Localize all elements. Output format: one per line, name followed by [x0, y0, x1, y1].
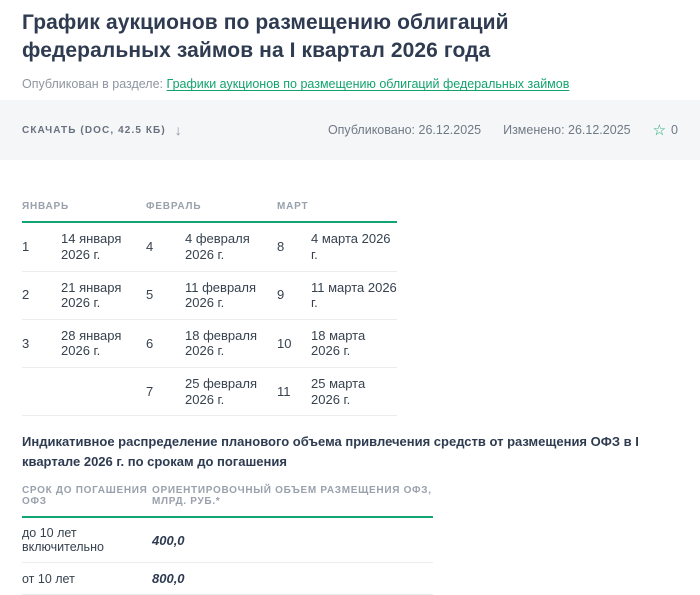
published-in-section-link[interactable]: Графики аукционов по размещению облигаци… — [166, 77, 570, 92]
published-date: Опубликовано: 26.12.2025 — [328, 123, 481, 137]
meta-band: Скачать (DOC, 42.5 КБ) ↓ Опубликовано: 2… — [0, 100, 700, 161]
table-row: от 10 лет 800,0 — [22, 563, 433, 595]
meta-dates: Опубликовано: 26.12.2025 Изменено: 26.12… — [328, 123, 678, 138]
page-title: График аукционов по размещению облигаций… — [22, 11, 509, 62]
auction-number: 7 — [146, 383, 154, 399]
download-label: Скачать (DOC, 42.5 КБ) — [22, 124, 166, 136]
distribution-table-header: Срок до погашения ОФЗ Ориентировочный об… — [22, 485, 433, 519]
download-arrow-icon: ↓ — [174, 122, 182, 139]
auction-number: 8 — [277, 239, 285, 255]
distribution-section-title: Индикативное распределение планового объ… — [22, 434, 639, 470]
published-in-row: Опубликован в разделе: Графики аукционов… — [22, 77, 678, 100]
modified-date: Изменено: 26.12.2025 — [503, 123, 631, 137]
column-header-term: Срок до погашения ОФЗ — [22, 485, 148, 508]
distribution-table: Срок до погашения ОФЗ Ориентировочный об… — [22, 485, 433, 595]
auction-date: 14 января 2026 г. — [61, 231, 122, 263]
term-value: от 10 лет — [22, 571, 75, 586]
auction-date: 18 февраля 2026 г. — [185, 327, 257, 359]
auction-number: 4 — [146, 239, 154, 255]
auction-schedule-table: Январь Февраль Март 1 14 января 2026 г. … — [22, 201, 397, 417]
table-row: 2 21 января 2026 г. 5 11 февраля 2026 г.… — [22, 272, 397, 320]
column-header-volume: Ориентировочный объем размещения ОФЗ, мл… — [152, 485, 432, 508]
auction-number: 1 — [22, 239, 30, 255]
auction-date: 28 января 2026 г. — [61, 327, 122, 359]
auction-date: 11 февраля 2026 г. — [185, 279, 257, 311]
auction-number: 5 — [146, 287, 154, 303]
favorite-toggle[interactable]: ☆ 0 — [653, 123, 678, 138]
auction-date: 4 марта 2026 г. — [311, 231, 391, 263]
table-row: 7 25 февраля 2026 г. 11 25 марта 2026 г. — [22, 368, 397, 417]
auction-date: 4 февраля 2026 г. — [185, 231, 250, 263]
auction-number: 2 — [22, 287, 30, 303]
published-date-label: Опубликовано: — [327, 123, 416, 138]
favorite-count: 0 — [671, 123, 678, 138]
auction-number: 9 — [277, 287, 285, 303]
table-row: 1 14 января 2026 г. 4 4 февраля 2026 г. … — [22, 223, 397, 272]
table-row: 3 28 января 2026 г. 6 18 февраля 2026 г.… — [22, 320, 397, 368]
published-date-value: 26.12.2025 — [418, 123, 482, 138]
volume-value: 800,0 — [152, 571, 185, 587]
auction-number: 6 — [146, 335, 154, 351]
modified-date-value: 26.12.2025 — [568, 123, 631, 138]
auction-date: 25 февраля 2026 г. — [185, 376, 257, 407]
auction-number: 10 — [277, 335, 292, 351]
column-header-march: Март — [277, 201, 309, 213]
auction-date: 21 января 2026 г. — [61, 279, 122, 311]
auction-date: 25 марта 2026 г. — [311, 376, 366, 407]
published-in-label: Опубликован в разделе: — [22, 77, 164, 92]
star-icon: ☆ — [652, 121, 667, 139]
auction-number: 11 — [277, 383, 291, 399]
column-header-february: Февраль — [146, 201, 202, 213]
table-row: до 10 лет включительно 400,0 — [22, 518, 433, 564]
auction-table-header: Январь Февраль Март — [22, 201, 397, 224]
term-value: до 10 лет включительно — [22, 526, 104, 555]
auction-number: 3 — [22, 335, 30, 351]
column-header-january: Январь — [22, 201, 70, 213]
page-header: График аукционов по размещению облигаций… — [0, 0, 700, 100]
modified-date-label: Изменено: — [503, 123, 565, 138]
volume-value: 400,0 — [152, 532, 185, 548]
auction-date: 18 марта 2026 г. — [311, 327, 366, 359]
download-button[interactable]: Скачать (DOC, 42.5 КБ) ↓ — [22, 123, 182, 137]
auction-date: 11 марта 2026 г. — [311, 279, 397, 311]
